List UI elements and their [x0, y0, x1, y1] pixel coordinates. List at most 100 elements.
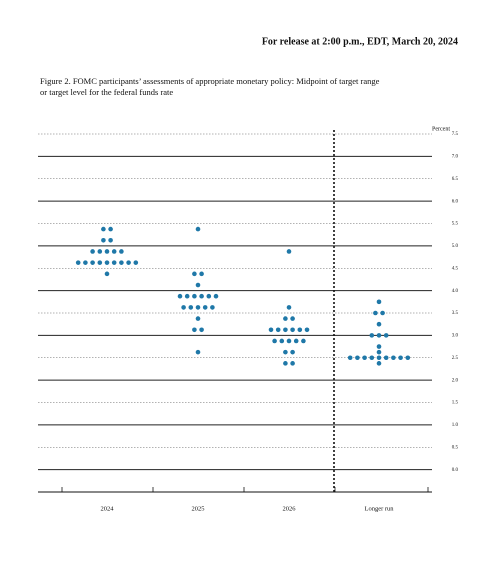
dot — [199, 293, 204, 299]
dot — [97, 260, 103, 265]
dot — [405, 355, 411, 361]
dot — [90, 260, 95, 265]
dot — [199, 271, 204, 277]
y-tick-label: 3.5 — [452, 311, 459, 316]
dot — [119, 249, 124, 254]
dot — [75, 260, 81, 265]
y-tick-label: 1.0 — [452, 423, 459, 428]
dot — [286, 249, 292, 254]
dot — [283, 316, 288, 321]
y-tick-label: 4.5 — [452, 266, 459, 271]
y-tick-label: 2.5 — [452, 356, 459, 361]
dot — [111, 260, 117, 265]
dot — [398, 355, 403, 361]
dot — [275, 327, 281, 333]
dot — [362, 355, 367, 361]
dot — [297, 327, 303, 333]
dot — [286, 305, 292, 310]
dot — [104, 249, 110, 254]
dot — [283, 361, 288, 366]
dot — [286, 338, 292, 344]
dot — [104, 260, 110, 265]
figure-caption: Figure 2. FOMC participants’ assessments… — [40, 76, 380, 97]
y-tick-label: 5.0 — [452, 244, 459, 249]
y-tick-label: 3.0 — [452, 334, 459, 339]
release-header: For release at 2:00 p.m., EDT, March 20,… — [262, 36, 458, 47]
dot — [376, 299, 382, 305]
y-tick-label: 5.5 — [452, 222, 459, 227]
dot — [290, 361, 295, 366]
dot — [101, 237, 106, 243]
dot — [293, 338, 299, 344]
y-tick-label: 6.5 — [452, 177, 459, 182]
y-tick-label: 0.0 — [452, 468, 459, 473]
dot — [376, 349, 382, 355]
dot — [290, 316, 295, 321]
dot — [177, 293, 183, 299]
dot — [376, 344, 382, 349]
dot — [188, 305, 194, 310]
dot — [195, 305, 201, 310]
y-tick-label: 0.5 — [452, 445, 459, 450]
dot — [210, 305, 215, 310]
dot — [195, 226, 201, 232]
dot — [195, 316, 201, 321]
dot — [376, 355, 382, 361]
dot — [192, 327, 197, 333]
dot — [108, 226, 113, 232]
y-tick-label: 6.0 — [452, 199, 459, 204]
dot — [192, 271, 197, 277]
dot — [83, 260, 88, 265]
dot — [376, 321, 382, 327]
dot — [202, 305, 208, 310]
dot — [355, 355, 360, 361]
dot — [383, 355, 389, 361]
y-tick-label: 4.0 — [452, 289, 459, 294]
dot — [290, 349, 295, 355]
dot — [391, 355, 396, 361]
y-tick-label: 1.5 — [452, 401, 459, 406]
dot — [206, 293, 212, 299]
dot — [101, 226, 106, 232]
dot — [369, 333, 375, 338]
dot — [126, 260, 131, 265]
dot — [181, 305, 186, 310]
dot — [195, 282, 201, 288]
dot — [369, 355, 375, 361]
dot — [383, 333, 389, 338]
dot — [301, 338, 306, 344]
dot — [111, 249, 117, 254]
dot — [272, 338, 277, 344]
dot — [279, 338, 285, 344]
x-tick-label: Longer run — [364, 505, 394, 512]
dot — [104, 271, 110, 277]
dot — [184, 293, 190, 299]
y-tick-label: 7.5 — [452, 132, 459, 137]
dot — [380, 310, 385, 316]
dot — [304, 327, 310, 333]
dot — [97, 249, 103, 254]
y-tick-label: 2.0 — [452, 378, 459, 383]
dot — [376, 333, 382, 338]
dot — [213, 293, 219, 299]
x-tick-label: 2024 — [101, 505, 115, 512]
dot — [376, 361, 382, 366]
dot — [290, 327, 295, 333]
dot — [347, 355, 353, 361]
x-tick-label: 2026 — [283, 505, 297, 512]
dot — [283, 349, 288, 355]
dot — [108, 237, 113, 243]
y-tick-label: 7.0 — [452, 155, 459, 160]
dot — [119, 260, 124, 265]
dot — [90, 249, 95, 254]
dot — [373, 310, 378, 316]
dot — [268, 327, 274, 333]
x-tick-label: 2025 — [192, 505, 205, 512]
y-axis-label: Percent — [432, 126, 450, 132]
dot — [195, 349, 201, 355]
dot — [192, 293, 197, 299]
dot — [199, 327, 204, 333]
dot — [283, 327, 288, 333]
dot — [133, 260, 139, 265]
